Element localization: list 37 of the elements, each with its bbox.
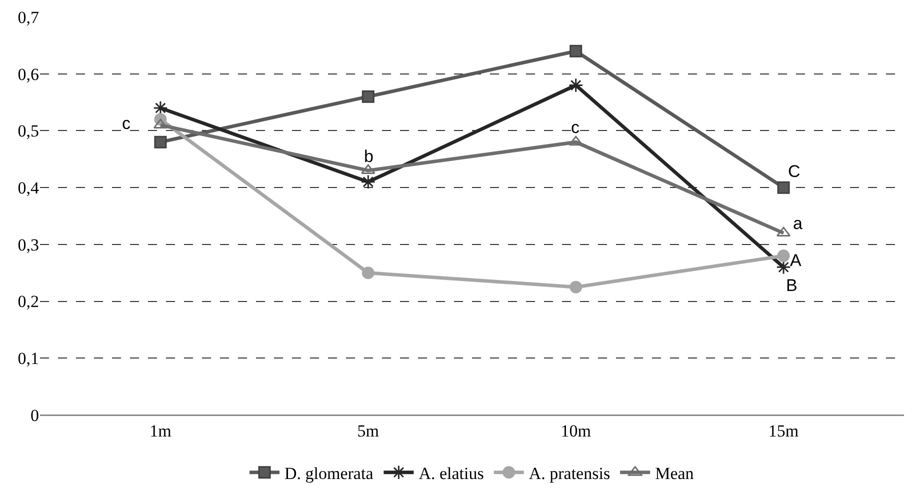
x-tick-label: 1m [150,421,172,440]
point [362,266,374,280]
y-tick-label: 0,1 [18,349,39,368]
annotation: b [364,147,374,166]
x-tick-label: 10m [560,421,591,440]
point [776,226,791,237]
annotation: C [788,162,800,181]
y-tick-label: 0,4 [18,178,40,198]
annotation: A [790,251,802,270]
x-tick-label: 15m [768,421,799,440]
y-tick-label: 0,3 [18,235,39,254]
point [777,250,790,262]
point [777,181,790,194]
y-tick-label: 0,2 [18,292,39,312]
legend-label: D. glomerata [284,464,374,483]
point [154,136,167,148]
y-tick-label: 0 [30,406,39,425]
point [360,174,376,190]
point [568,78,584,93]
point [362,90,374,103]
y-tick-label: 0,6 [18,64,39,84]
legend-label: Mean [655,464,694,483]
annotation: B [786,276,798,295]
legend-label: A. pratensis [528,464,610,483]
x-tick-label: 5m [357,421,380,440]
point [153,118,168,129]
point [570,280,582,294]
point [153,100,168,116]
legend-label: A. elatius [418,464,484,483]
point [570,44,582,58]
annotation: c [571,118,580,137]
point [568,136,583,146]
point [361,164,376,174]
annotation: a [793,214,803,233]
annotation: c [122,114,131,133]
y-tick-label: 0,5 [18,122,39,141]
y-tick-label: 0,7 [18,8,40,27]
